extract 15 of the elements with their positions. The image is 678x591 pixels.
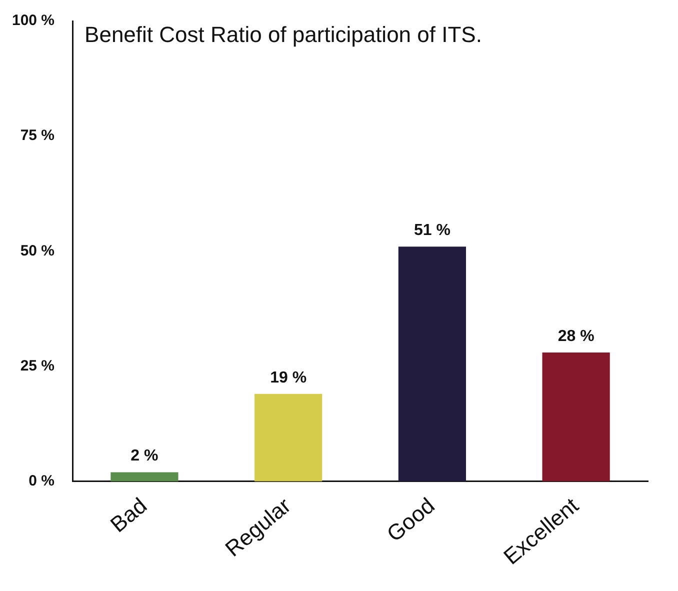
y-tick-label: 50 %: [20, 242, 55, 260]
data-label: 51 %: [414, 222, 450, 239]
data-label: 19 %: [270, 369, 307, 386]
bar: [110, 472, 178, 482]
y-tick-label: 100 %: [12, 12, 55, 30]
x-tick-label: Bad: [106, 492, 152, 538]
y-tick-label: 75 %: [20, 127, 55, 144]
bar: [542, 352, 610, 482]
data-label: 28 %: [558, 328, 594, 345]
chart-title: Benefit Cost Ratio of participation of ITS.: [84, 22, 482, 48]
y-tick-label: 25 %: [20, 357, 55, 374]
bar: [398, 246, 466, 482]
y-tick-label: 0 %: [28, 472, 55, 490]
bar: [254, 394, 322, 482]
data-label: 2 %: [130, 448, 158, 465]
